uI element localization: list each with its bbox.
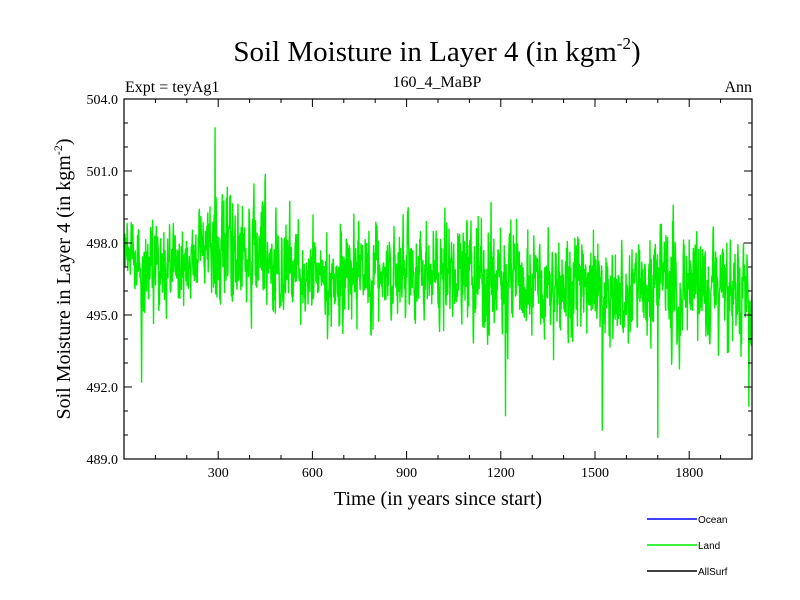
legend-label-ocean: Ocean	[698, 515, 727, 526]
y-tick-label: 492.0	[87, 381, 119, 396]
y-tick-label: 495.0	[87, 309, 119, 324]
y-tick-label: 498.0	[87, 237, 119, 252]
run-label: 160_4_MaBP	[393, 74, 482, 91]
plot-frame	[123, 98, 753, 460]
y-tick-label: 504.0	[87, 93, 119, 108]
x-tick-label: 1800	[675, 466, 703, 481]
experiment-label: Expt = teyAg1	[125, 79, 219, 96]
legend: Ocean Land AllSurf	[647, 515, 728, 578]
y-tick-label: 489.0	[87, 453, 119, 468]
x-axis-label: Time (in years since start)	[334, 488, 542, 510]
chart-title: Soil Moisture in Layer 4 (in kgm-2)	[233, 34, 640, 68]
x-tick-label: 600	[302, 466, 323, 481]
legend-label-land: Land	[698, 541, 720, 552]
x-tick-label: 300	[208, 466, 229, 481]
x-tick-label: 1500	[581, 466, 609, 481]
season-label: Ann	[724, 79, 752, 96]
legend-label-allsurf: AllSurf	[698, 567, 728, 578]
x-tick-label: 900	[396, 466, 417, 481]
series-line-land	[124, 127, 752, 439]
x-tick-label: 1200	[487, 466, 515, 481]
y-tick-label: 501.0	[87, 165, 119, 180]
y-axis-label: Soil Moisture in Layer 4 (in kgm-2)	[51, 138, 75, 419]
